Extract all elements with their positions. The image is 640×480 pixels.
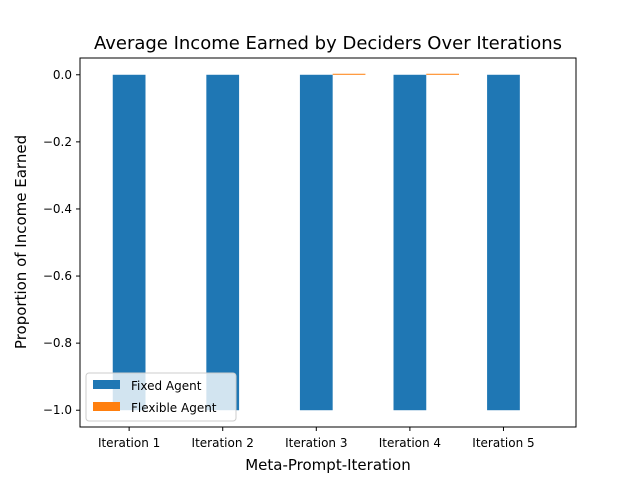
x-tick-label: Iteration 1 <box>98 436 160 450</box>
legend: Fixed Agent Flexible Agent <box>85 372 237 422</box>
x-tick-label: Iteration 5 <box>472 436 534 450</box>
x-axis-label: Meta-Prompt-Iteration <box>245 456 411 474</box>
legend-swatch-fixed-agent <box>93 380 120 389</box>
x-tick-label: Iteration 3 <box>285 436 347 450</box>
bar-flexible-agent-4 <box>426 73 460 75</box>
bar-fixed-agent-4 <box>393 74 427 411</box>
legend-label-fixed-agent: Fixed Agent <box>131 379 202 393</box>
bar-fixed-agent-2 <box>206 74 240 411</box>
y-axis-label: Proportion of Income Earned <box>12 135 30 349</box>
y-tick-label: −0.8 <box>43 336 72 350</box>
x-axis: Iteration 1 Iteration 2 Iteration 3 Iterati… <box>98 427 535 450</box>
bar-flexible-agent-3 <box>332 73 366 75</box>
y-tick-label: −1.0 <box>43 403 72 417</box>
bars-layer <box>112 73 520 411</box>
y-axis: 0.0 −0.2 −0.4 −0.6 −0.8 −1.0 <box>43 68 80 417</box>
bar-fixed-agent-1 <box>112 74 146 411</box>
legend-label-flexible-agent: Flexible Agent <box>131 401 217 415</box>
x-tick-label: Iteration 4 <box>379 436 441 450</box>
bar-fixed-agent-5 <box>487 74 520 411</box>
y-tick-label: −0.4 <box>43 202 72 216</box>
x-tick-label: Iteration 2 <box>192 436 254 450</box>
bar-fixed-agent-3 <box>299 74 333 411</box>
y-tick-label: 0.0 <box>53 68 72 82</box>
chart-title: Average Income Earned by Deciders Over I… <box>94 33 562 54</box>
plot-frame <box>79 57 577 428</box>
y-tick-label: −0.2 <box>43 135 72 149</box>
legend-box <box>85 372 237 422</box>
legend-swatch-flexible-agent <box>93 402 120 411</box>
y-tick-label: −0.6 <box>43 269 72 283</box>
